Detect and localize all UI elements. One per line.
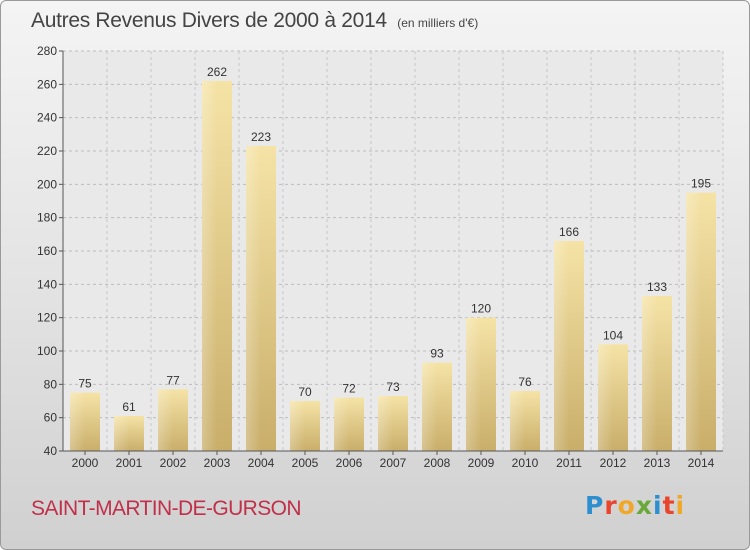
bar-highlight (378, 396, 393, 451)
bar-value-label: 223 (251, 130, 271, 144)
bar-group[interactable]: 76 (510, 375, 540, 451)
logo-letter: r (604, 491, 618, 520)
bar-group[interactable]: 75 (70, 377, 100, 451)
bar-highlight (158, 389, 173, 451)
y-tick-label: 260 (37, 77, 57, 91)
bar-group[interactable]: 77 (158, 373, 188, 451)
bar-value-label: 76 (518, 375, 532, 389)
bar-value-label: 120 (471, 302, 491, 316)
bar-highlight (114, 416, 129, 451)
bar-highlight (70, 392, 85, 451)
bar-value-label: 77 (166, 373, 180, 387)
y-tick-label: 40 (44, 444, 58, 458)
logo-letter: t (662, 491, 676, 520)
y-tick-label: 140 (37, 277, 57, 291)
bar-highlight (686, 192, 701, 451)
y-tick-label: 120 (37, 311, 57, 325)
x-tick-label: 2005 (292, 456, 319, 470)
bar-value-label: 166 (559, 225, 579, 239)
logo-letter: i (653, 491, 663, 520)
x-tick-label: 2012 (600, 456, 627, 470)
bar-value-label: 133 (647, 280, 667, 294)
bar-highlight (246, 146, 261, 451)
bar-highlight (554, 241, 569, 451)
bar-group[interactable]: 262 (202, 65, 232, 451)
x-tick-label: 2007 (380, 456, 407, 470)
bar-value-label: 72 (342, 382, 356, 396)
bar-group[interactable]: 166 (554, 225, 584, 451)
x-tick-label: 2003 (204, 456, 231, 470)
axis-layer: 40 60 80 100 120 140 160 180 200 220 240 260 280 2000… (37, 44, 723, 470)
bar-group[interactable]: 70 (290, 385, 320, 451)
x-tick-label: 2014 (688, 456, 715, 470)
bar-group[interactable]: 120 (466, 302, 496, 451)
bar-group[interactable]: 73 (378, 380, 408, 451)
bar-value-label: 93 (430, 347, 444, 361)
bar-value-label: 195 (691, 177, 711, 191)
y-tick-label: 160 (37, 244, 57, 258)
bar-group[interactable]: 104 (598, 328, 628, 451)
title-row: Autres Revenus Divers de 2000 à 2014 (en… (31, 9, 478, 33)
y-tick-label: 280 (37, 44, 57, 58)
y-tick-label: 60 (44, 411, 58, 425)
y-tick-label: 100 (37, 344, 57, 358)
logo-letter: P (585, 491, 605, 520)
bar-group[interactable]: 93 (422, 347, 452, 451)
x-tick-label: 2000 (72, 456, 99, 470)
logo-letter: i (675, 491, 686, 520)
y-tick-label: 240 (37, 111, 57, 125)
bar-layer: 75 61 77 262 223 70 72 73 93 120 76 166 104 133 195 (70, 65, 716, 451)
bar-highlight (334, 397, 349, 451)
y-tick-label: 180 (37, 211, 57, 225)
bar-highlight (598, 344, 613, 451)
bar-highlight (642, 296, 657, 451)
logo-letter: o (617, 491, 636, 520)
bar-group[interactable]: 195 (686, 177, 716, 451)
commune-name: SAINT-MARTIN-DE-GURSON (31, 497, 302, 520)
bar-value-label: 61 (122, 400, 136, 414)
x-tick-label: 2010 (512, 456, 539, 470)
x-tick-label: 2004 (248, 456, 275, 470)
y-tick-label: 80 (44, 377, 58, 391)
bar-value-label: 70 (298, 385, 312, 399)
y-tick-label: 200 (37, 177, 57, 191)
bar-value-label: 75 (78, 377, 92, 391)
x-tick-label: 2002 (160, 456, 187, 470)
bar-highlight (510, 391, 525, 451)
bar-highlight (422, 362, 437, 451)
bar-highlight (466, 317, 481, 451)
x-tick-label: 2011 (556, 456, 582, 470)
x-tick-label: 2008 (424, 456, 451, 470)
bar-group[interactable]: 61 (114, 400, 144, 451)
bar-value-label: 104 (603, 328, 623, 342)
y-tick-label: 220 (37, 144, 57, 158)
bar-highlight (202, 81, 217, 451)
chart-unit: (en milliers d'€) (397, 16, 479, 30)
bar-group[interactable]: 223 (246, 130, 276, 451)
x-tick-label: 2009 (468, 456, 495, 470)
x-tick-label: 2006 (336, 456, 363, 470)
x-tick-label: 2013 (644, 456, 671, 470)
proxiti-logo[interactable]: Proxiti (585, 491, 685, 520)
chart-title: Autres Revenus Divers de 2000 à 2014 (31, 9, 387, 32)
bar-highlight (290, 401, 305, 451)
bar-group[interactable]: 133 (642, 280, 672, 451)
bar-value-label: 262 (207, 65, 227, 79)
x-tick-label: 2001 (116, 456, 143, 470)
bar-value-label: 73 (386, 380, 400, 394)
logo-letter: x (635, 491, 653, 520)
bar-group[interactable]: 72 (334, 382, 364, 451)
